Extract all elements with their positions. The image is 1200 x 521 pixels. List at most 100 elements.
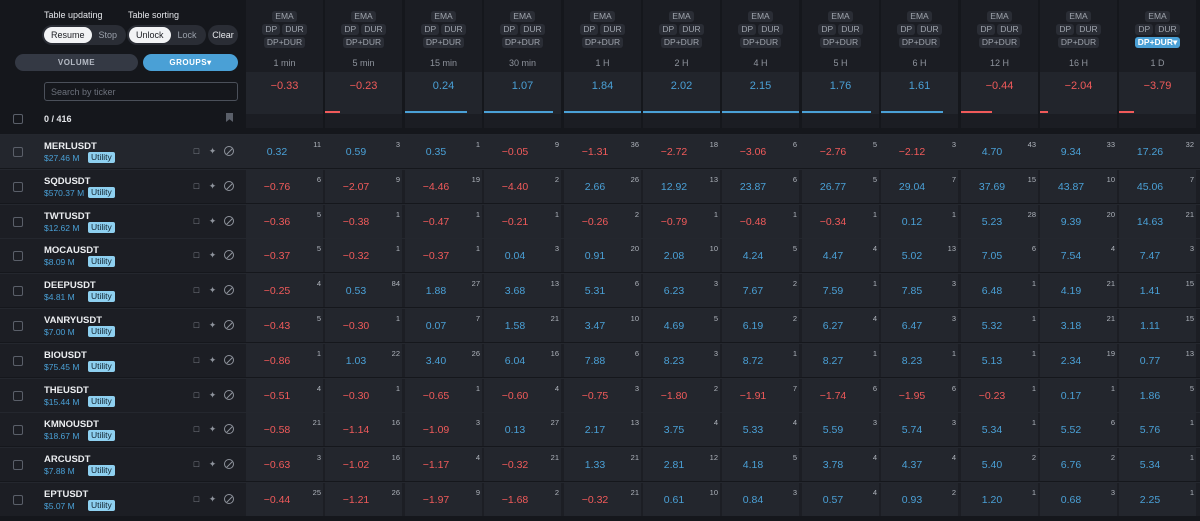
- dp-dur-option[interactable]: DP+DUR▾: [1134, 37, 1181, 48]
- dp-dur-option[interactable]: DP+DUR: [342, 37, 385, 48]
- row-checkbox[interactable]: [13, 147, 23, 157]
- ema-option[interactable]: EMA: [1145, 11, 1170, 22]
- block-icon[interactable]: [224, 285, 234, 295]
- block-icon[interactable]: [224, 320, 234, 330]
- volume-tab[interactable]: VOLUME: [15, 54, 138, 71]
- block-icon[interactable]: [224, 146, 234, 156]
- pin-icon[interactable]: ✦: [208, 320, 217, 330]
- table-row[interactable]: THEUSDT $15.44 M Utility □ ✦ −0.51 4 −0.30 1 −0.6…: [0, 378, 1200, 412]
- bookmark-icon[interactable]: □: [193, 285, 200, 295]
- block-icon[interactable]: [224, 250, 234, 260]
- ema-option[interactable]: EMA: [748, 11, 773, 22]
- ticker-symbol[interactable]: KMNOUSDT: [44, 419, 99, 430]
- bookmark-icon[interactable]: □: [193, 216, 200, 226]
- pin-icon[interactable]: ✦: [208, 216, 217, 226]
- timeframe-label[interactable]: 16 H: [1068, 58, 1088, 68]
- table-row[interactable]: ARCUSDT $7.88 M Utility □ ✦ −0.63 3 −1.02 16 −1.1…: [0, 447, 1200, 481]
- timeframe-label[interactable]: 1 D: [1150, 58, 1165, 68]
- dp-option[interactable]: DP: [738, 24, 757, 35]
- pin-icon[interactable]: ✦: [208, 459, 217, 469]
- dp-dur-option[interactable]: DP+DUR: [1057, 37, 1100, 48]
- table-row[interactable]: SQDUSDT $570.37 M Utility □ ✦ −0.76 6 −2.07 9 −4.…: [0, 169, 1200, 203]
- dp-option[interactable]: DP: [262, 24, 281, 35]
- dp-dur-option[interactable]: DP+DUR: [739, 37, 782, 48]
- bookmark-icon[interactable]: □: [193, 390, 200, 400]
- resume-button[interactable]: Resume: [44, 27, 92, 43]
- ema-option[interactable]: EMA: [272, 11, 297, 22]
- dur-option[interactable]: DUR: [838, 24, 863, 35]
- timeframe-label[interactable]: 2 H: [674, 58, 689, 68]
- table-row[interactable]: BIOUSDT $75.45 M Utility □ ✦ −0.86 1 1.03 22 3.40…: [0, 343, 1200, 377]
- ticker-symbol[interactable]: VANRYUSDT: [44, 315, 103, 326]
- dp-dur-option[interactable]: DP+DUR: [422, 37, 465, 48]
- ema-option[interactable]: EMA: [1066, 11, 1091, 22]
- bookmark-icon[interactable]: □: [193, 181, 200, 191]
- bookmark-icon[interactable]: □: [193, 146, 200, 156]
- dur-option[interactable]: DUR: [917, 24, 942, 35]
- dp-dur-option[interactable]: DP+DUR: [660, 37, 703, 48]
- row-checkbox[interactable]: [13, 495, 23, 505]
- ema-option[interactable]: EMA: [987, 11, 1012, 22]
- row-checkbox[interactable]: [13, 286, 23, 296]
- dp-option[interactable]: DP: [1056, 24, 1075, 35]
- ticker-symbol[interactable]: MOCAUSDT: [44, 245, 99, 256]
- dp-dur-option[interactable]: DP+DUR: [898, 37, 941, 48]
- ticker-symbol[interactable]: THEUSDT: [44, 385, 89, 396]
- ticker-symbol[interactable]: SQDUSDT: [44, 176, 91, 187]
- row-checkbox[interactable]: [13, 182, 23, 192]
- table-row[interactable]: VANRYUSDT $7.00 M Utility □ ✦ −0.43 5 −0.30 1 0.0…: [0, 308, 1200, 342]
- pin-icon[interactable]: ✦: [208, 355, 217, 365]
- timeframe-label[interactable]: 4 H: [753, 58, 768, 68]
- bookmark-icon[interactable]: □: [193, 494, 200, 504]
- bookmark-icon[interactable]: □: [193, 459, 200, 469]
- row-checkbox[interactable]: [13, 251, 23, 261]
- block-icon[interactable]: [224, 390, 234, 400]
- pin-icon[interactable]: ✦: [208, 424, 217, 434]
- timeframe-label[interactable]: 15 min: [429, 58, 457, 68]
- table-row[interactable]: KMNOUSDT $18.67 M Utility □ ✦ −0.58 21 −1.14 16−…: [0, 412, 1200, 446]
- dp-option[interactable]: DP: [897, 24, 916, 35]
- pin-icon[interactable]: ✦: [208, 494, 217, 504]
- block-icon[interactable]: [224, 424, 234, 434]
- dp-option[interactable]: DP: [341, 24, 360, 35]
- timeframe-label[interactable]: 5 H: [833, 58, 848, 68]
- bookmark-icon[interactable]: □: [193, 424, 200, 434]
- dur-option[interactable]: DUR: [441, 24, 466, 35]
- timeframe-label[interactable]: 5 min: [352, 58, 375, 68]
- dp-option[interactable]: DP: [659, 24, 678, 35]
- ema-option[interactable]: EMA: [907, 11, 932, 22]
- timeframe-label[interactable]: 1 H: [595, 58, 610, 68]
- table-row[interactable]: MERLUSDT $27.46 M Utility □ ✦ 0.32 11 0.59 3 0.35…: [0, 134, 1200, 168]
- bookmark-icon[interactable]: [226, 113, 233, 122]
- bookmark-icon[interactable]: □: [193, 320, 200, 330]
- dur-option[interactable]: DUR: [1076, 24, 1101, 35]
- timeframe-label[interactable]: 6 H: [912, 58, 927, 68]
- ema-option[interactable]: EMA: [590, 11, 615, 22]
- row-checkbox[interactable]: [13, 217, 23, 227]
- dur-option[interactable]: DUR: [361, 24, 386, 35]
- dur-option[interactable]: DUR: [282, 24, 307, 35]
- timeframe-label[interactable]: 30 min: [508, 58, 536, 68]
- groups-tab[interactable]: GROUPS▾: [143, 54, 238, 71]
- pin-icon[interactable]: ✦: [208, 146, 217, 156]
- dp-option[interactable]: DP: [1135, 24, 1154, 35]
- stop-button[interactable]: Stop: [98, 30, 118, 40]
- dp-dur-option[interactable]: DP+DUR: [581, 37, 624, 48]
- dur-option[interactable]: DUR: [520, 24, 545, 35]
- lock-button[interactable]: Lock: [177, 30, 197, 40]
- ema-option[interactable]: EMA: [351, 11, 376, 22]
- ticker-symbol[interactable]: MERLUSDT: [44, 141, 97, 152]
- table-row[interactable]: DEEPUSDT $4.81 M Utility □ ✦ −0.25 4 0.53 84 1.88…: [0, 273, 1200, 307]
- ticker-symbol[interactable]: EPTUSDT: [44, 489, 89, 500]
- pin-icon[interactable]: ✦: [208, 181, 217, 191]
- table-row[interactable]: MOCAUSDT $8.09 M Utility □ ✦ −0.37 5 −0.32 1 −0.3…: [0, 238, 1200, 272]
- dp-dur-option[interactable]: DP+DUR: [501, 37, 544, 48]
- table-row[interactable]: TWTUSDT $12.62 M Utility □ ✦ −0.36 5 −0.38 1 −0.4…: [0, 204, 1200, 238]
- ticker-symbol[interactable]: ARCUSDT: [44, 454, 91, 465]
- row-checkbox[interactable]: [13, 321, 23, 331]
- ticker-symbol[interactable]: DEEPUSDT: [44, 280, 96, 291]
- row-checkbox[interactable]: [13, 391, 23, 401]
- dur-option[interactable]: DUR: [679, 24, 704, 35]
- select-all-checkbox[interactable]: [13, 114, 23, 124]
- dp-dur-option[interactable]: DP+DUR: [819, 37, 862, 48]
